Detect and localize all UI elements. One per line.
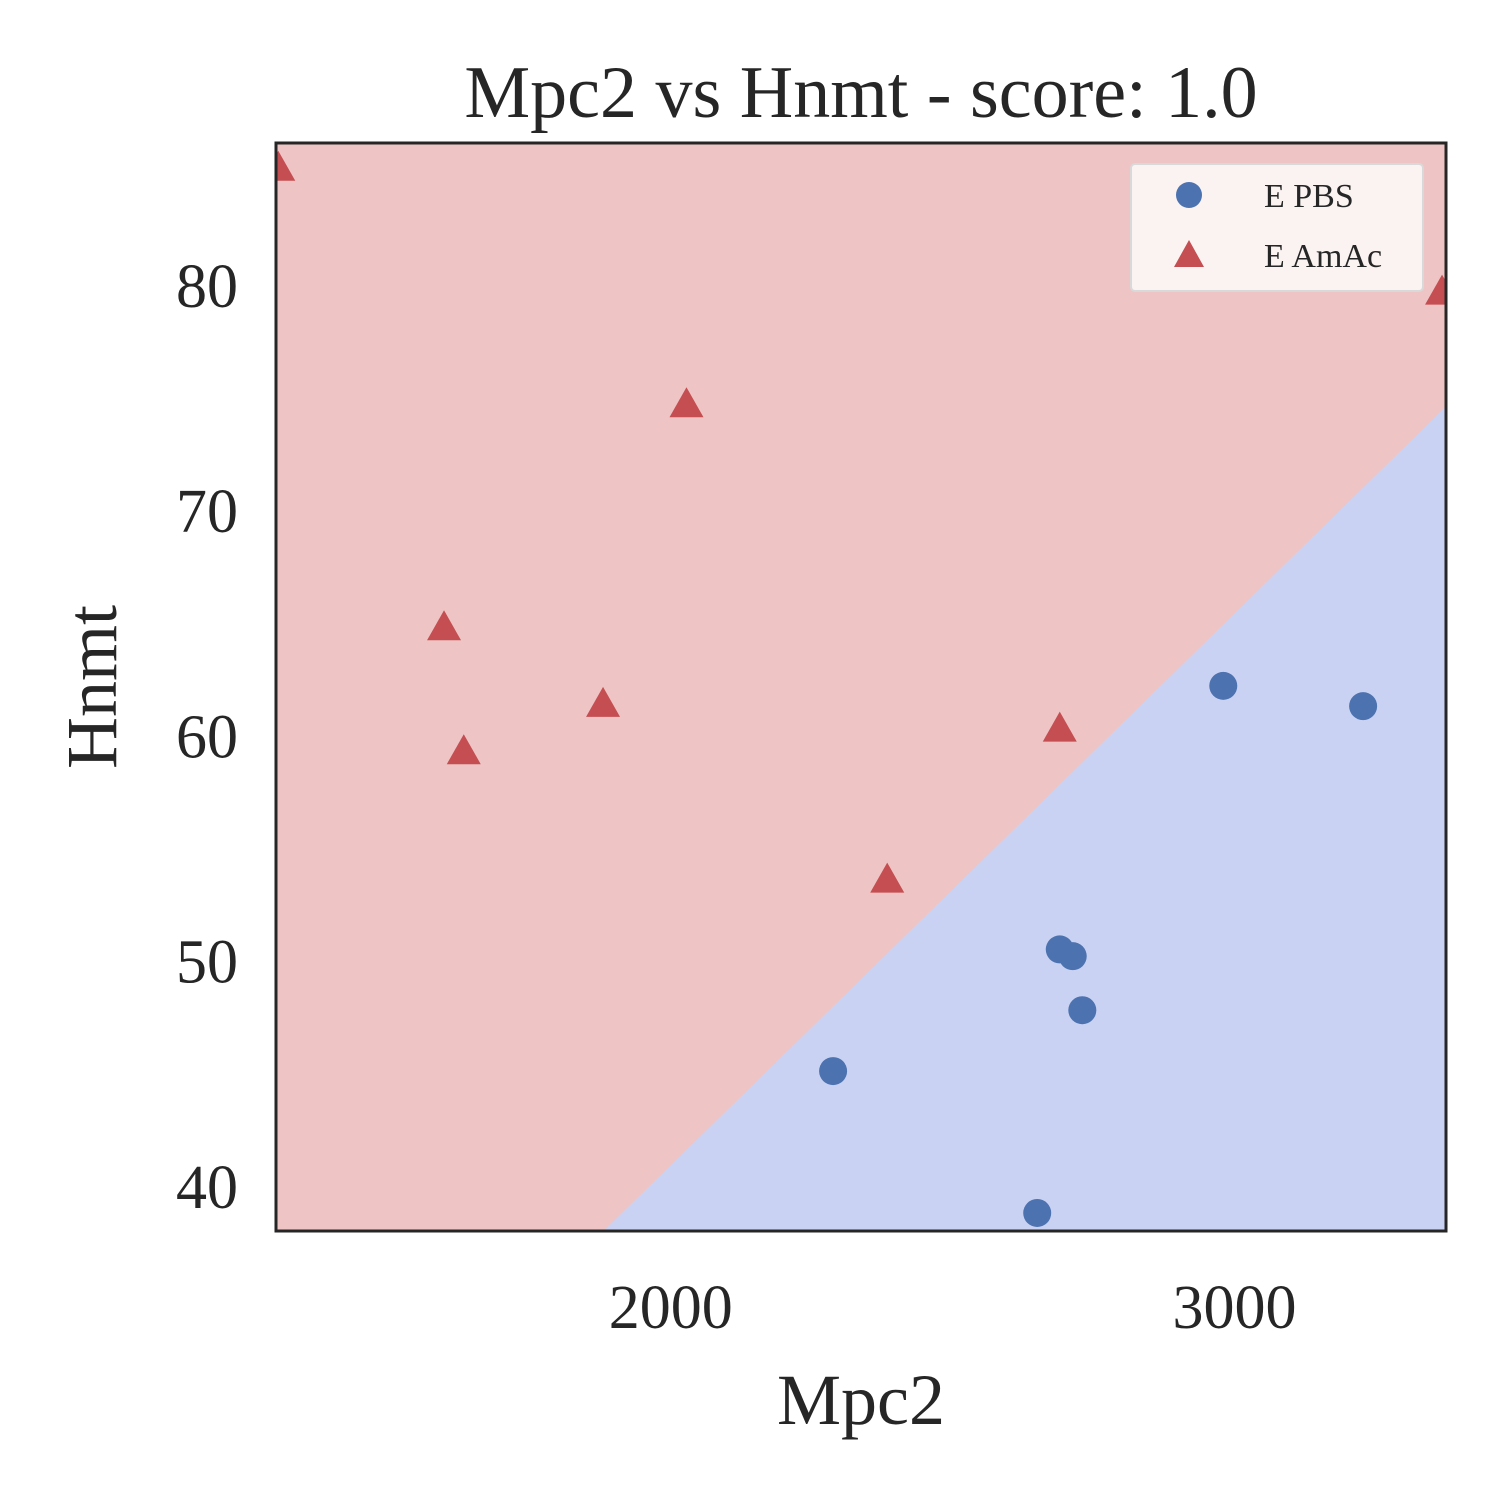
amac-point-0 (276, 150, 296, 181)
y-tick-label-70: 70 (176, 478, 238, 546)
pbs-point-3 (1058, 942, 1087, 971)
x-ticks: 2000 3000 (609, 1274, 1297, 1342)
amac-point-2 (446, 734, 481, 765)
y-tick-label-60: 60 (176, 703, 238, 771)
pbs-point-6 (1349, 692, 1378, 721)
amac-point-3 (586, 686, 621, 717)
legend-box (1130, 163, 1424, 292)
y-tick-label-80: 80 (176, 253, 238, 321)
amac-point-7 (1425, 274, 1446, 305)
y-ticks: 40 50 60 70 80 (176, 253, 238, 1222)
amac-point-6 (1042, 711, 1077, 742)
x-axis-label: Mpc2 (777, 1360, 945, 1440)
y-axis-label: Hnmt (52, 605, 132, 769)
legend-label-pbs: E PBS (1264, 178, 1354, 215)
legend-marker-amac (1174, 240, 1204, 267)
chart-title: Mpc2 vs Hnmt - score: 1.0 (464, 52, 1257, 134)
points-layer (276, 150, 1446, 1227)
pbs-point-1 (1023, 1198, 1052, 1227)
x-tick-label-2000: 2000 (609, 1274, 733, 1342)
plot-frame (274, 141, 1448, 1233)
pbs-point-4 (1068, 996, 1097, 1025)
legend-label-amac: E AmAc (1264, 238, 1382, 275)
y-tick-label-40: 40 (176, 1154, 238, 1222)
pbs-point-5 (1209, 671, 1238, 700)
pbs-point-0 (819, 1057, 848, 1086)
amac-point-4 (669, 387, 704, 418)
pbs-region (603, 406, 1446, 1231)
legend-marker-pbs (1176, 182, 1202, 208)
amac-point-5 (870, 862, 905, 893)
legend: E PBS E AmAc (1130, 163, 1424, 292)
y-tick-label-50: 50 (176, 929, 238, 997)
amac-point-1 (427, 610, 462, 641)
x-tick-label-3000: 3000 (1173, 1274, 1297, 1342)
